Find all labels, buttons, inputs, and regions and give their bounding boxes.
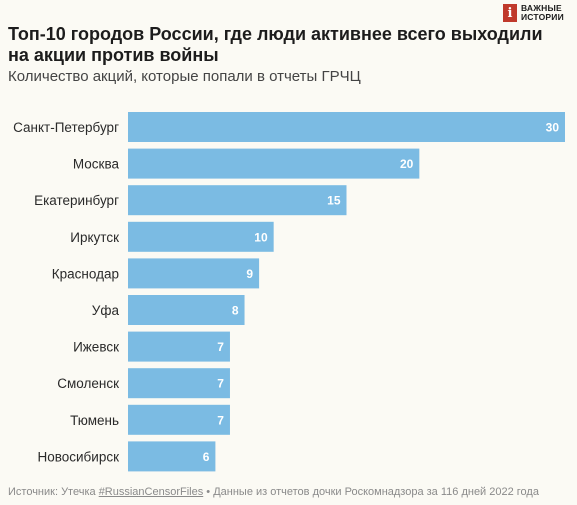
- bar-chart: Санкт-Петербург 30 Москва 20 Екатеринбург 15 И…: [13, 112, 565, 472]
- bar-value-label: 7: [217, 340, 224, 354]
- brand-name-line2: ИСТОРИИ: [521, 12, 564, 22]
- bar-value-label: 7: [217, 377, 224, 391]
- category-label: Москва: [73, 157, 120, 172]
- category-label: Иркутск: [70, 230, 119, 245]
- source-hashtag-link[interactable]: #RussianCensorFiles: [98, 486, 204, 498]
- bar-value-label: 20: [400, 157, 414, 171]
- bar-3: [128, 185, 347, 216]
- bar-6: [128, 295, 245, 325]
- category-label: Екатеринбург: [34, 193, 119, 208]
- brand-mark-icon: i: [503, 4, 517, 22]
- bar-value-label: 8: [232, 304, 239, 318]
- brand-name-line1: ВАЖНЫЕ: [521, 3, 562, 13]
- category-label: Смоленск: [57, 376, 119, 391]
- category-label: Тюмень: [70, 413, 119, 428]
- bar-1: [128, 112, 565, 142]
- bar-value-label: 7: [217, 413, 224, 427]
- bar-value-label: 6: [203, 450, 210, 464]
- bar-8: [128, 368, 230, 399]
- bar-7: [128, 331, 230, 362]
- category-label: Санкт-Петербург: [13, 120, 119, 135]
- chart-subtitle: Количество акций, которые попали в отчет…: [8, 68, 361, 85]
- category-label: Новосибирск: [37, 449, 119, 464]
- bar-4: [128, 221, 274, 252]
- bar-5: [128, 258, 260, 289]
- source-suffix: • Данные из отчетов дочки Роскомнадзора …: [203, 486, 539, 498]
- source-prefix: Источник: Утечка: [8, 486, 99, 498]
- bar-value-label: 9: [246, 267, 253, 281]
- category-label: Уфа: [92, 303, 120, 318]
- category-label: Ижевск: [73, 340, 119, 355]
- bar-9: [128, 404, 230, 435]
- source-note: Источник: Утечка #RussianCensorFiles • Д…: [8, 486, 539, 498]
- bar-value-label: 10: [254, 230, 268, 244]
- brand-name: ВАЖНЫЕ ИСТОРИИ: [521, 4, 564, 22]
- bar-2: [128, 148, 420, 179]
- chart-title: Топ-10 городов России, где люди активнее…: [8, 24, 543, 65]
- brand-logo[interactable]: i ВАЖНЫЕ ИСТОРИИ: [503, 4, 564, 22]
- bar-value-label: 15: [327, 194, 341, 208]
- bar-10: [128, 441, 216, 472]
- category-label: Краснодар: [52, 266, 119, 281]
- bar-value-label: 30: [546, 121, 560, 135]
